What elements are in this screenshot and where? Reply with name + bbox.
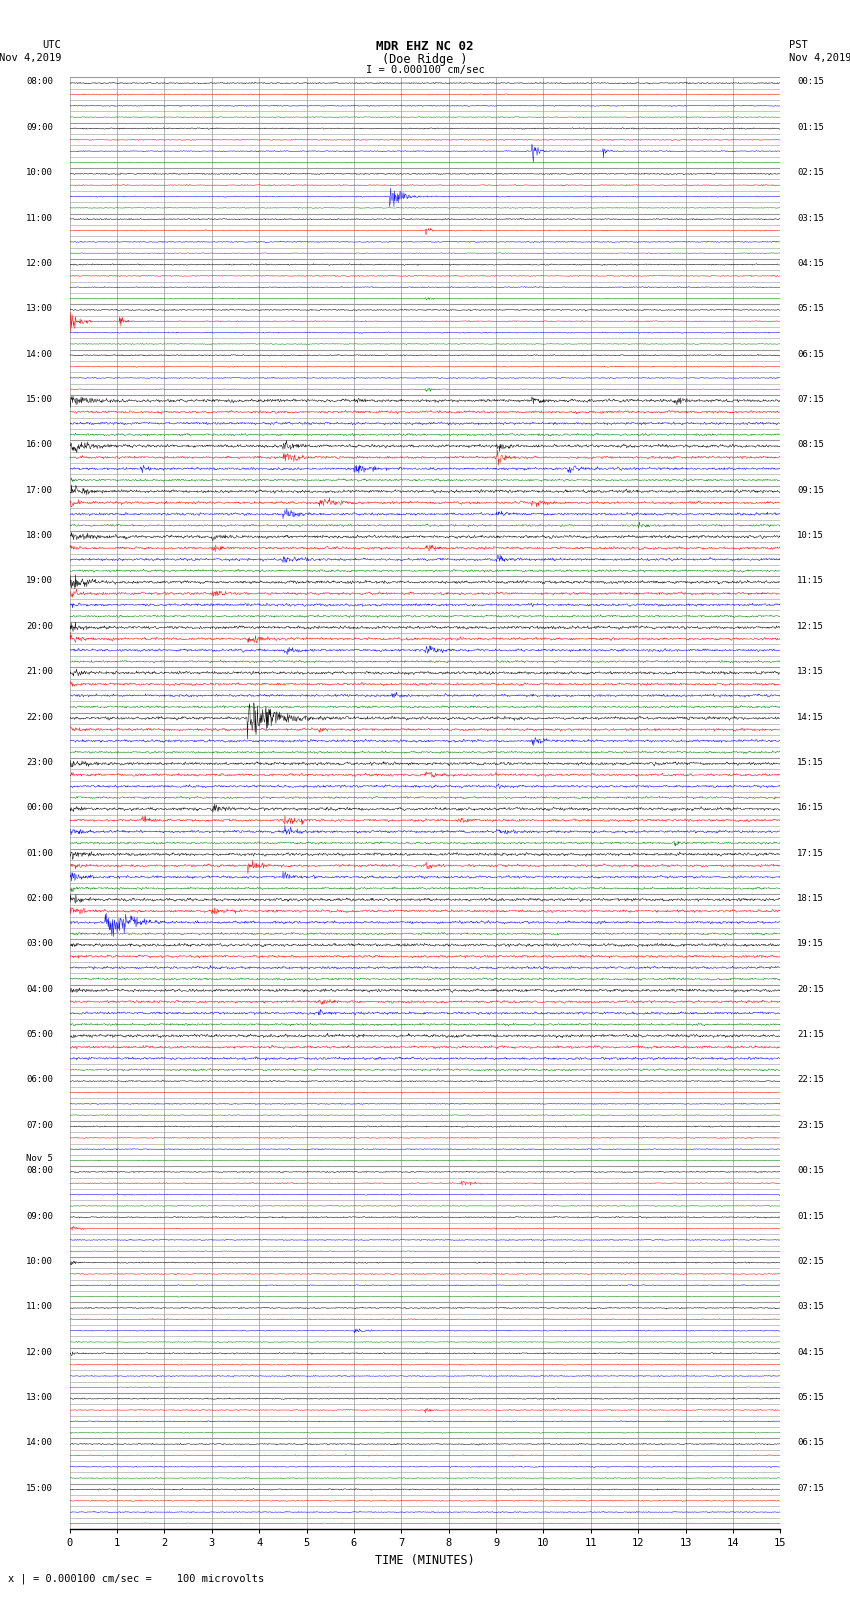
Text: 04:15: 04:15 xyxy=(797,1348,824,1357)
Text: 07:00: 07:00 xyxy=(26,1121,53,1129)
Text: 19:15: 19:15 xyxy=(797,939,824,948)
Text: 15:00: 15:00 xyxy=(26,395,53,403)
Text: 13:00: 13:00 xyxy=(26,305,53,313)
Text: 12:15: 12:15 xyxy=(797,623,824,631)
Text: 10:00: 10:00 xyxy=(26,1257,53,1266)
Text: 20:15: 20:15 xyxy=(797,984,824,994)
Text: 16:00: 16:00 xyxy=(26,440,53,450)
Text: 09:15: 09:15 xyxy=(797,486,824,495)
Text: 11:00: 11:00 xyxy=(26,1302,53,1311)
Text: 11:15: 11:15 xyxy=(797,576,824,586)
Text: PST: PST xyxy=(789,40,808,50)
Text: 14:15: 14:15 xyxy=(797,713,824,721)
Text: 02:15: 02:15 xyxy=(797,1257,824,1266)
Text: 00:15: 00:15 xyxy=(797,1166,824,1176)
Text: 15:15: 15:15 xyxy=(797,758,824,766)
Text: UTC: UTC xyxy=(42,40,61,50)
Text: 16:15: 16:15 xyxy=(797,803,824,813)
Text: MDR EHZ NC 02: MDR EHZ NC 02 xyxy=(377,40,473,53)
Text: Nov 5: Nov 5 xyxy=(26,1153,53,1163)
Text: 21:15: 21:15 xyxy=(797,1031,824,1039)
Text: I = 0.000100 cm/sec: I = 0.000100 cm/sec xyxy=(366,65,484,74)
Text: 07:15: 07:15 xyxy=(797,395,824,403)
Text: 08:00: 08:00 xyxy=(26,77,53,87)
Text: 09:00: 09:00 xyxy=(26,123,53,132)
Text: 09:00: 09:00 xyxy=(26,1211,53,1221)
Text: 12:00: 12:00 xyxy=(26,260,53,268)
Text: 02:15: 02:15 xyxy=(797,168,824,177)
Text: 18:00: 18:00 xyxy=(26,531,53,540)
Text: (Doe Ridge ): (Doe Ridge ) xyxy=(382,53,468,66)
Text: 10:15: 10:15 xyxy=(797,531,824,540)
Text: 10:00: 10:00 xyxy=(26,168,53,177)
Text: 18:15: 18:15 xyxy=(797,894,824,903)
Text: 23:15: 23:15 xyxy=(797,1121,824,1129)
Text: 05:15: 05:15 xyxy=(797,1394,824,1402)
Text: 03:00: 03:00 xyxy=(26,939,53,948)
Text: 19:00: 19:00 xyxy=(26,576,53,586)
Text: 01:15: 01:15 xyxy=(797,123,824,132)
Text: 14:00: 14:00 xyxy=(26,1439,53,1447)
Text: 01:00: 01:00 xyxy=(26,848,53,858)
Text: 17:00: 17:00 xyxy=(26,486,53,495)
Text: 08:00: 08:00 xyxy=(26,1166,53,1176)
Text: 07:15: 07:15 xyxy=(797,1484,824,1492)
Text: 05:00: 05:00 xyxy=(26,1031,53,1039)
Text: 06:15: 06:15 xyxy=(797,1439,824,1447)
Text: 04:00: 04:00 xyxy=(26,984,53,994)
Text: 05:15: 05:15 xyxy=(797,305,824,313)
Text: 15:00: 15:00 xyxy=(26,1484,53,1492)
X-axis label: TIME (MINUTES): TIME (MINUTES) xyxy=(375,1553,475,1566)
Text: 12:00: 12:00 xyxy=(26,1348,53,1357)
Text: 13:00: 13:00 xyxy=(26,1394,53,1402)
Text: 14:00: 14:00 xyxy=(26,350,53,358)
Text: 03:15: 03:15 xyxy=(797,1302,824,1311)
Text: 20:00: 20:00 xyxy=(26,623,53,631)
Text: Nov 4,2019: Nov 4,2019 xyxy=(789,53,850,63)
Text: x | = 0.000100 cm/sec =    100 microvolts: x | = 0.000100 cm/sec = 100 microvolts xyxy=(8,1573,264,1584)
Text: 02:00: 02:00 xyxy=(26,894,53,903)
Text: 01:15: 01:15 xyxy=(797,1211,824,1221)
Text: 23:00: 23:00 xyxy=(26,758,53,766)
Text: 00:00: 00:00 xyxy=(26,803,53,813)
Text: 11:00: 11:00 xyxy=(26,213,53,223)
Text: 21:00: 21:00 xyxy=(26,668,53,676)
Text: 08:15: 08:15 xyxy=(797,440,824,450)
Text: 04:15: 04:15 xyxy=(797,260,824,268)
Text: 17:15: 17:15 xyxy=(797,848,824,858)
Text: 13:15: 13:15 xyxy=(797,668,824,676)
Text: 06:00: 06:00 xyxy=(26,1076,53,1084)
Text: 22:15: 22:15 xyxy=(797,1076,824,1084)
Text: 00:15: 00:15 xyxy=(797,77,824,87)
Text: 22:00: 22:00 xyxy=(26,713,53,721)
Text: Nov 4,2019: Nov 4,2019 xyxy=(0,53,61,63)
Text: 03:15: 03:15 xyxy=(797,213,824,223)
Text: 06:15: 06:15 xyxy=(797,350,824,358)
